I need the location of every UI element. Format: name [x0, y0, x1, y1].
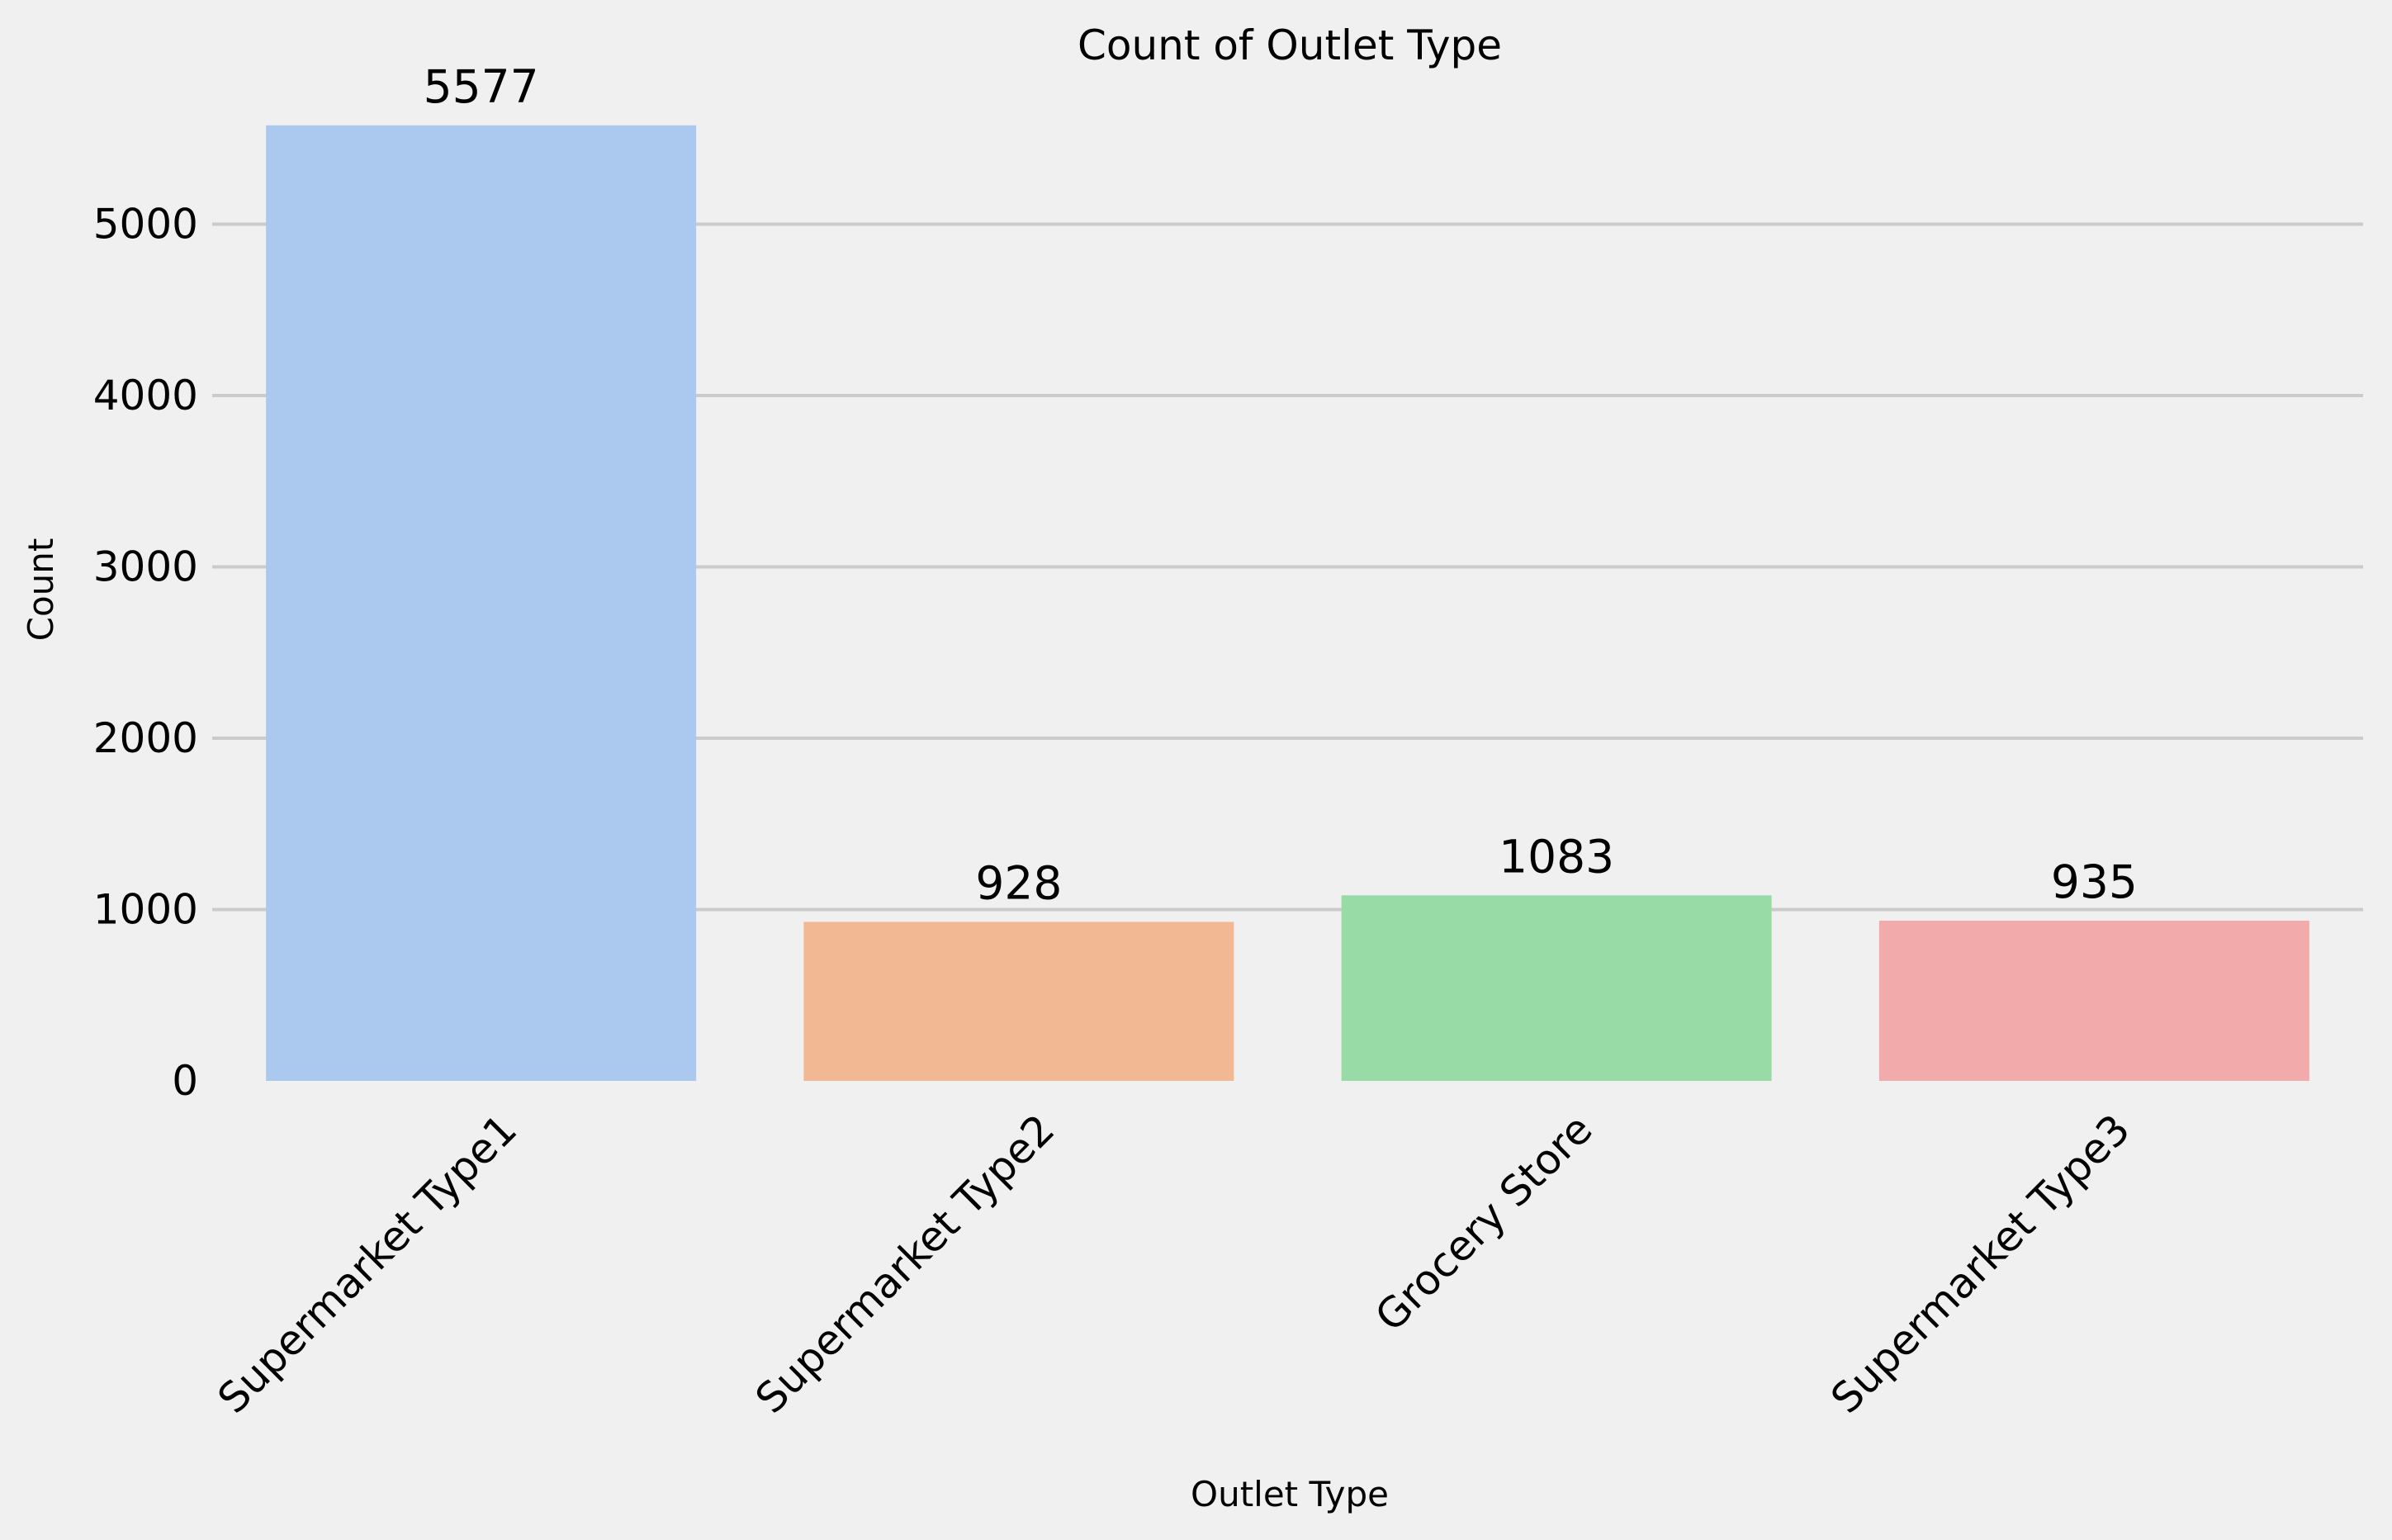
bar [1878, 920, 2309, 1081]
bar-value-label: 935 [2051, 855, 2138, 908]
y-tick-label: 0 [172, 1057, 198, 1105]
bar [803, 922, 1234, 1081]
y-tick-label: 3000 [93, 543, 198, 591]
bar [1341, 895, 1772, 1081]
data-labels: 5577 928 1083 935 [424, 60, 2138, 910]
y-tick-label: 2000 [93, 714, 198, 762]
y-axis-ticks: 0 1000 2000 3000 4000 5000 [93, 201, 198, 1106]
y-tick-label: 1000 [93, 886, 198, 934]
bar [266, 125, 697, 1082]
y-tick-label: 5000 [93, 201, 198, 249]
bars [266, 125, 2309, 1082]
y-tick-label: 4000 [93, 372, 198, 419]
x-axis-label: Outlet Type [1191, 1474, 1389, 1514]
chart-title: Count of Outlet Type [1078, 21, 1502, 69]
bar-value-label: 5577 [424, 60, 539, 113]
bar-value-label: 1083 [1499, 830, 1614, 883]
y-axis-label: Count [21, 538, 61, 642]
bar-value-label: 928 [975, 856, 1062, 909]
